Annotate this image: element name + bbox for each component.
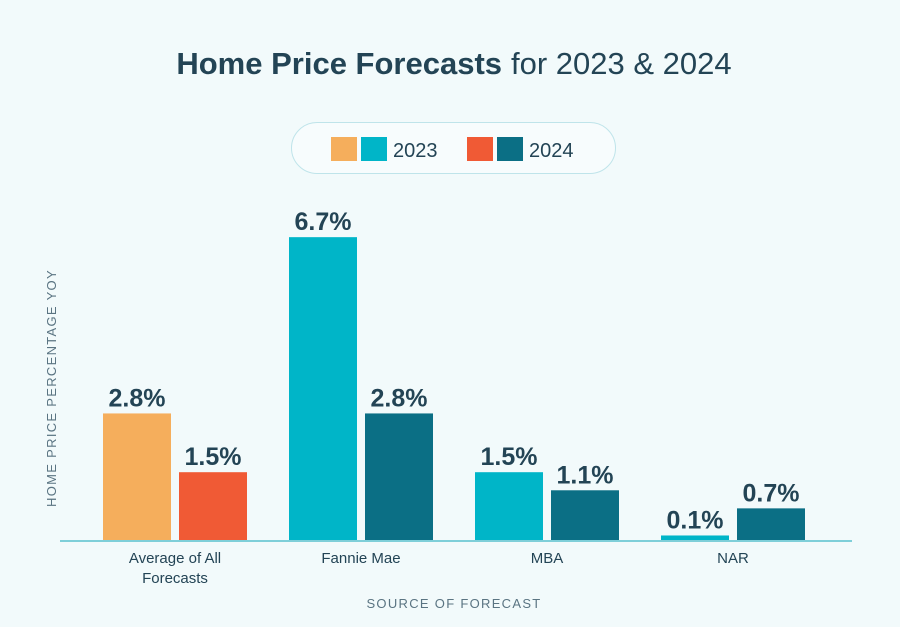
bar-2023-0 (103, 413, 171, 540)
chart-title-suffix: for 2023 & 2024 (511, 46, 732, 81)
legend-items: 2023 2024 (331, 137, 574, 162)
value-labels: 2.8% 6.7% 1.5% 0.1% 1.5% 2.8% 1.1% 0.7% (109, 208, 800, 534)
value-label-2024-2: 1.1% (557, 461, 614, 489)
bar-2024-2 (551, 490, 619, 540)
bar-2024-0 (179, 472, 247, 540)
category-label-2: MBA (531, 550, 564, 567)
category-label-0: Average of All Forecasts (129, 550, 221, 587)
category-labels: Average of All Forecasts Fannie Mae MBA NAR (129, 550, 749, 587)
value-label-2023-1: 6.7% (295, 208, 352, 236)
value-label-2023-2: 1.5% (481, 443, 538, 471)
bar-2023-2 (475, 472, 543, 540)
value-label-2023-3: 0.1% (667, 506, 724, 534)
bars (103, 237, 805, 540)
legend-swatch-2024-2 (497, 137, 523, 161)
bar-2023-1 (289, 237, 357, 540)
y-axis-label: HOME PRICE PERCENTAGE YOY (44, 269, 59, 507)
value-label-2024-1: 2.8% (371, 384, 428, 412)
legend-swatch-2024-1 (467, 137, 493, 161)
value-label-2024-3: 0.7% (743, 479, 800, 507)
legend-label-2023: 2023 (393, 140, 438, 162)
legend-swatch-2023-2 (361, 137, 387, 161)
chart-title-main: Home Price Forecasts (176, 46, 502, 81)
legend-swatch-2023-1 (331, 137, 357, 161)
x-axis-label: SOURCE OF FORECAST (366, 596, 541, 611)
bar-2024-1 (365, 413, 433, 540)
value-label-2024-0: 1.5% (185, 443, 242, 471)
category-label-3: NAR (717, 550, 749, 567)
bar-2023-3 (661, 535, 729, 540)
legend-label-2024: 2024 (529, 140, 574, 162)
category-label-1: Fannie Mae (321, 550, 400, 567)
value-label-2023-0: 2.8% (109, 384, 166, 412)
chart-title: Home Price Forecasts for 2023 & 2024 (176, 46, 731, 81)
bar-2024-3 (737, 508, 805, 540)
